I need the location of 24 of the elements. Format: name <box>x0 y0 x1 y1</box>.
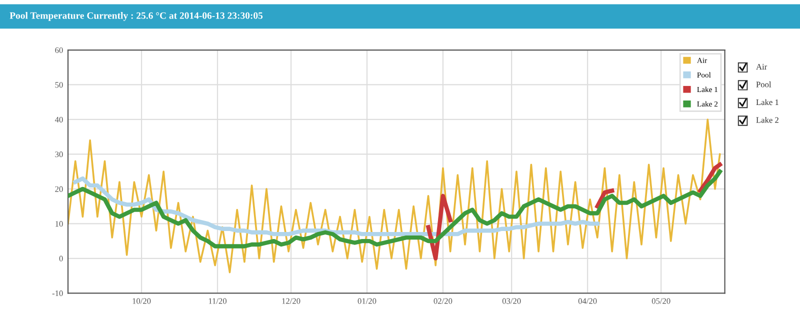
line-series <box>73 176 600 236</box>
text: Pool <box>756 81 772 88</box>
y-tick-label: 0 <box>59 256 63 262</box>
text: Lake 1 <box>756 99 778 106</box>
x-tick-label: 01/20 <box>358 298 376 304</box>
y-tick-label: 10 <box>56 221 63 227</box>
y-tick-label: 30 <box>55 152 63 158</box>
y-tick-label: -10 <box>52 290 63 296</box>
x-tick-label: 10/20 <box>132 298 151 304</box>
x-tick-label: 12/20 <box>282 298 300 304</box>
x-tick-label: 04/20 <box>578 298 597 304</box>
y-tick-label: 50 <box>55 82 63 88</box>
y-tick-label: 20 <box>55 186 63 192</box>
x-tick-label: 05/20 <box>652 298 670 304</box>
x-tick-label: 03/20 <box>502 298 521 304</box>
x-tick-label: 11/20 <box>208 298 227 304</box>
line-series <box>68 118 721 274</box>
text: Air <box>756 64 768 70</box>
x-tick-label: 02/20 <box>434 298 452 304</box>
text: Lake 2 <box>756 116 778 123</box>
y-tick-label: 40 <box>54 116 63 122</box>
y-tick-label: 60 <box>55 47 63 53</box>
chart-title: Pool Temperature Currently : 25.6 °C at 2014-06-13 23:30:05 <box>10 12 263 21</box>
line-series <box>68 169 722 248</box>
